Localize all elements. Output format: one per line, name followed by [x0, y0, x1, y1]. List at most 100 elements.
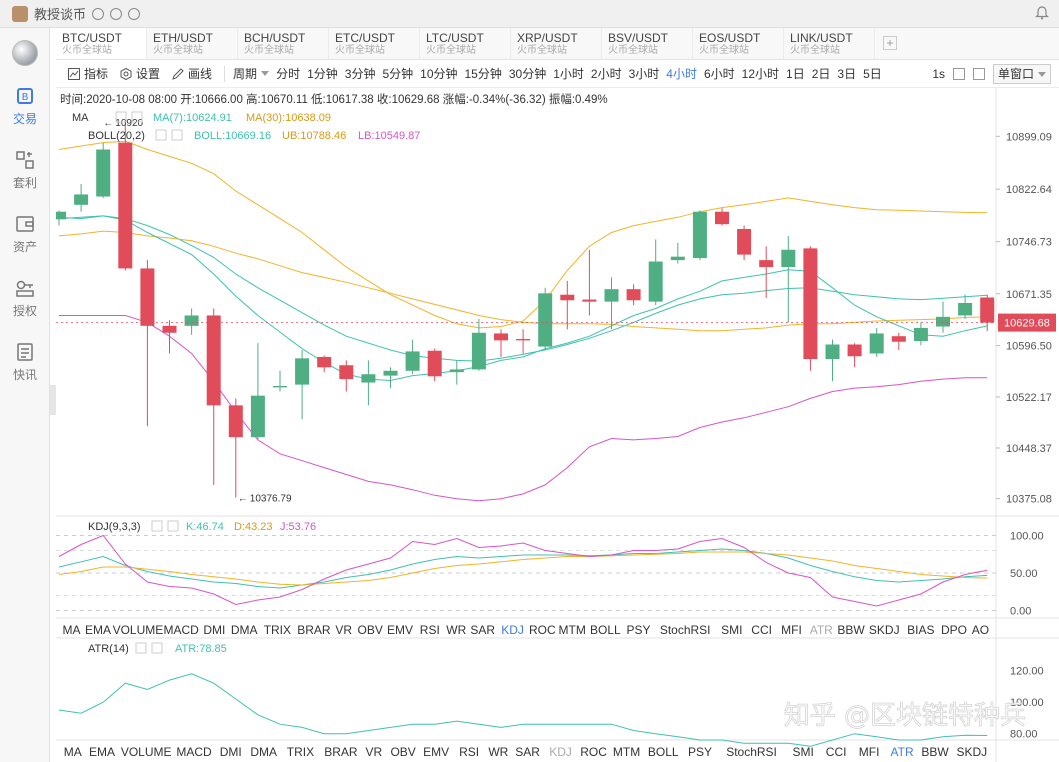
boll-settings-icon [155, 129, 167, 141]
period-option[interactable]: 12小时 [741, 67, 780, 81]
tab-btc-usdt[interactable]: BTC/USDT 火币全球站 [56, 28, 147, 59]
boll-legend: BOLL:10669.16 [194, 130, 271, 142]
period-option[interactable]: 1小时 [553, 67, 584, 81]
period-option[interactable]: 3日 [837, 67, 857, 81]
indicator-tab: MFI [781, 623, 802, 637]
ma-legend-title: MA [72, 112, 89, 124]
period-option[interactable]: 5日 [863, 67, 882, 81]
indicator-tab: SKDJ [869, 623, 900, 637]
price-tick-label: 10448.37 [1006, 443, 1052, 455]
ub-legend: UB:10788.46 [282, 130, 346, 142]
indicator-tab: TRIX [287, 745, 314, 759]
indicator-tab: CCI [826, 745, 847, 759]
period-option[interactable]: 10分钟 [420, 67, 458, 81]
ma30-legend: MA(30):10638.09 [246, 112, 331, 124]
tab-symbol: BSV/USDT [608, 31, 669, 45]
tab-eos-usdt[interactable]: EOS/USDT 火币全球站 [693, 28, 784, 59]
indicator-tab: DMA [250, 745, 277, 759]
ma-settings-icon [115, 111, 127, 123]
tab-symbol: LTC/USDT [426, 31, 484, 45]
indicator-tab: PSY [627, 623, 651, 637]
fullscreen-icon[interactable] [953, 68, 965, 80]
candle-body [383, 370, 398, 376]
sidebar-item-news[interactable]: 快讯 [0, 342, 50, 392]
bell-icon[interactable] [1035, 6, 1049, 20]
window-mode-value: 单窗口 [998, 67, 1035, 81]
block-icon[interactable] [128, 7, 141, 20]
price-tick-label: 10899.09 [1006, 131, 1052, 143]
globe-icon[interactable] [12, 40, 38, 66]
settings-button[interactable]: 设置 [120, 65, 160, 82]
sidebar-item-auth[interactable]: 授权 [0, 278, 50, 328]
period-dropdown[interactable]: 周期 [233, 65, 270, 82]
tab-symbol: LINK/USDT [790, 31, 853, 45]
price-tick-label: 10671.35 [1006, 289, 1052, 301]
tab-etc-usdt[interactable]: ETC/USDT 火币全球站 [329, 28, 420, 59]
period-option[interactable]: 6小时 [703, 67, 735, 81]
candle-body [648, 261, 663, 302]
atr-legend: ATR:78.85 [175, 643, 227, 655]
period-option[interactable]: 2小时 [590, 67, 622, 81]
candle-body [847, 344, 862, 357]
period-option[interactable]: 3小时 [628, 67, 660, 81]
high-arrow: ← [103, 118, 113, 129]
candle-body [670, 256, 685, 261]
period-option[interactable]: 4小时 [666, 67, 697, 81]
tab-link-usdt[interactable]: LINK/USDT 火币全球站 [784, 28, 875, 59]
period-option[interactable]: 2日 [811, 67, 831, 81]
price-tick-label: 10596.50 [1006, 341, 1052, 353]
chevron-down-icon [1038, 72, 1047, 78]
period-option[interactable]: 15分钟 [464, 67, 502, 81]
price-tick-label: 10746.73 [1006, 237, 1052, 249]
period-option[interactable]: 3分钟 [344, 67, 376, 81]
indicator-tab: MA [64, 745, 82, 759]
period-option[interactable]: 分时 [276, 67, 301, 81]
add-tab-button[interactable]: + [883, 36, 897, 50]
kline-chart[interactable]: 10899.09 10822.64 10746.73 10671.35 10596.50… [56, 88, 1059, 762]
sidebar-item-label: 快讯 [12, 368, 37, 382]
tab-symbol: ETC/USDT [335, 31, 395, 45]
candle-body [582, 299, 597, 302]
indicator-tab: BOLL [590, 623, 621, 637]
draw-button[interactable]: 画线 [172, 65, 212, 82]
candle-body [162, 325, 177, 333]
period-option[interactable]: 5分钟 [382, 67, 414, 81]
tab-eth-usdt[interactable]: ETH/USDT 火币全球站 [147, 28, 238, 59]
sidebar-item-trade[interactable]: B 交易 [0, 86, 50, 136]
chevron-down-icon [261, 71, 270, 76]
kdj-d-legend: D:43.23 [234, 521, 273, 533]
window-mode-select[interactable]: 单窗口 [993, 64, 1051, 84]
candle-body [803, 248, 818, 360]
screenshot-icon[interactable] [973, 68, 985, 80]
sidebar-item-label: 套利 [12, 176, 37, 190]
low-annotation: 10376.79 [250, 493, 292, 504]
period-option[interactable]: 30分钟 [508, 67, 547, 81]
refresh-interval[interactable]: 1s [932, 67, 945, 81]
kdj-j-legend: J:53.76 [280, 521, 316, 533]
indicator-button[interactable]: 指标 [68, 65, 108, 82]
tab-symbol: BTC/USDT [62, 31, 122, 45]
sidebar-item-assets[interactable]: 资产 [0, 214, 50, 264]
tab-ltc-usdt[interactable]: LTC/USDT 火币全球站 [420, 28, 511, 59]
period-option[interactable]: 1分钟 [307, 67, 338, 81]
candle-body [891, 336, 906, 342]
tab-symbol: EOS/USDT [699, 31, 761, 45]
period-option[interactable]: 1日 [786, 67, 805, 81]
tab-bsv-usdt[interactable]: BSV/USDT 火币全球站 [602, 28, 693, 59]
chart-area[interactable]: 10899.09 10822.64 10746.73 10671.35 10596.50… [56, 88, 1059, 762]
sidebar-item-arbitrage[interactable]: 套利 [0, 150, 50, 200]
boll-close-icon [171, 129, 183, 141]
candle-body [626, 289, 641, 301]
candle-body [273, 385, 287, 388]
record-icon[interactable] [92, 7, 105, 20]
shield-icon[interactable] [110, 7, 123, 20]
tab-xrp-usdt[interactable]: XRP/USDT 火币全球站 [511, 28, 602, 59]
indicator-tab: DMA [231, 623, 258, 637]
candle-body [538, 293, 553, 347]
tab-symbol: XRP/USDT [517, 31, 578, 45]
sidebar-collapse-handle[interactable] [50, 385, 56, 415]
settings-label: 设置 [136, 67, 161, 81]
indicator-tab: EMV [423, 745, 449, 759]
indicator-tab: MTM [613, 745, 640, 759]
tab-bch-usdt[interactable]: BCH/USDT 火币全球站 [238, 28, 329, 59]
